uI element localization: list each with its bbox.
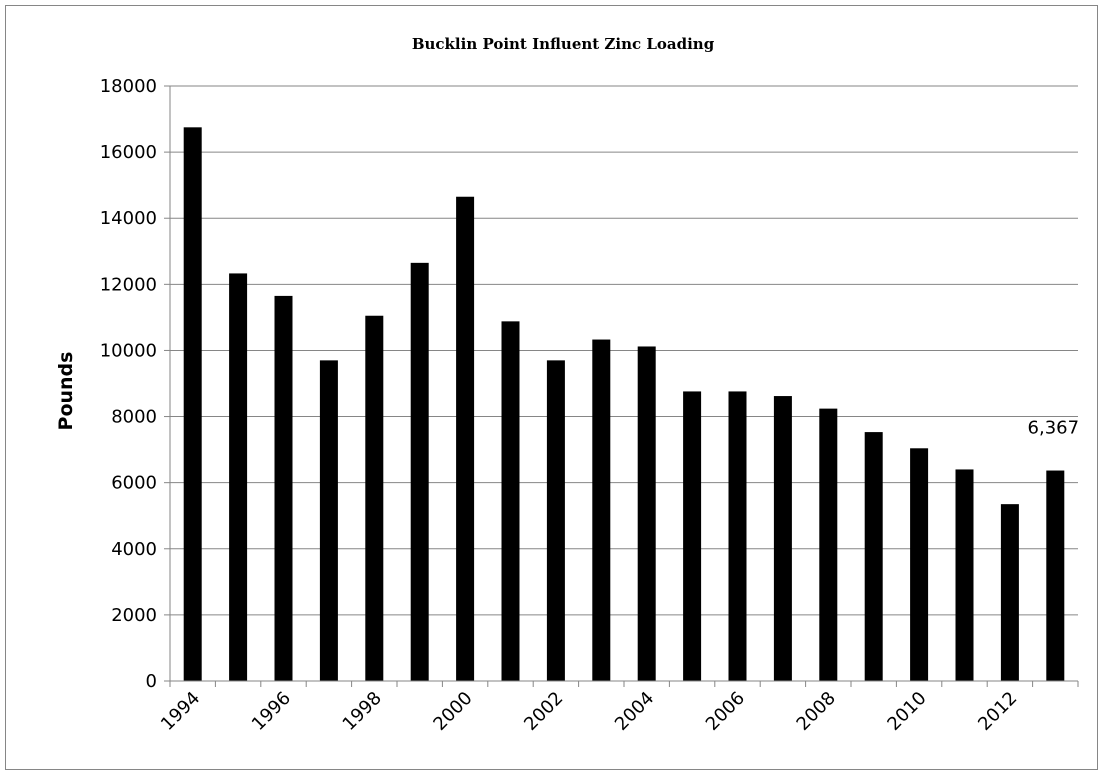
x-tick-label-2012: 2012 — [974, 688, 1021, 735]
y-tick-labels: 0 2000 4000 6000 8000 10000 12000 14000 16000 180… — [100, 76, 157, 692]
bar-2011 — [955, 469, 974, 681]
y-tick-label-0: 0 — [146, 671, 157, 692]
y-tick-label-6000: 6000 — [111, 473, 157, 494]
chart-frame: Bucklin Point Influent Zinc Loading 0 200… — [5, 5, 1098, 770]
bar-chart: Bucklin Point Influent Zinc Loading 0 200… — [55, 35, 1080, 735]
bar-2006 — [728, 391, 747, 681]
bar-1999 — [410, 262, 429, 681]
bar-2013 — [1046, 470, 1065, 681]
y-axis-title: Pounds — [55, 352, 77, 431]
bar-1995 — [229, 273, 248, 681]
x-tick-label-2006: 2006 — [702, 688, 749, 735]
bar-2003 — [592, 339, 611, 681]
axes — [169, 86, 1079, 687]
gridlines — [164, 85, 1078, 682]
bar-2000 — [456, 196, 475, 681]
data-labels: 6,367 — [1028, 418, 1080, 439]
x-tick-label-1996: 1996 — [248, 688, 295, 735]
bar-1994 — [183, 127, 202, 681]
y-tick-label-10000: 10000 — [100, 340, 157, 361]
x-tick-label-1998: 1998 — [339, 688, 386, 735]
bar-2005 — [683, 391, 702, 681]
y-tick-label-8000: 8000 — [111, 407, 157, 428]
bar-1996 — [274, 295, 293, 681]
x-tick-label-2010: 2010 — [883, 688, 930, 735]
y-tick-label-12000: 12000 — [100, 274, 157, 295]
x-tick-label-2000: 2000 — [429, 688, 476, 735]
bar-2002 — [546, 360, 565, 681]
bar-2001 — [501, 321, 520, 681]
x-tick-label-2004: 2004 — [611, 688, 658, 735]
y-tick-label-14000: 14000 — [100, 208, 157, 229]
bar-2010 — [910, 448, 929, 681]
x-tick-labels: 1994 1996 1998 2000 2002 2004 2006 2008 2010 2012 — [157, 688, 1021, 735]
bar-2007 — [773, 396, 792, 681]
x-tick-label-2008: 2008 — [793, 688, 840, 735]
bar-2008 — [819, 408, 838, 681]
y-tick-label-2000: 2000 — [111, 605, 157, 626]
bar-2004 — [637, 346, 656, 681]
bar-1997 — [319, 360, 338, 681]
bar-2012 — [1000, 504, 1019, 681]
y-tick-label-16000: 16000 — [100, 142, 157, 163]
y-tick-label-18000: 18000 — [100, 76, 157, 97]
bar-1998 — [365, 315, 384, 681]
bar-2009 — [864, 432, 883, 681]
x-tick-label-2002: 2002 — [520, 688, 567, 735]
x-tick-label-1994: 1994 — [157, 688, 204, 735]
chart-title: Bucklin Point Influent Zinc Loading — [412, 35, 715, 53]
y-tick-label-4000: 4000 — [111, 539, 157, 560]
bars — [183, 127, 1065, 681]
data-label-2013: 6,367 — [1028, 418, 1080, 439]
